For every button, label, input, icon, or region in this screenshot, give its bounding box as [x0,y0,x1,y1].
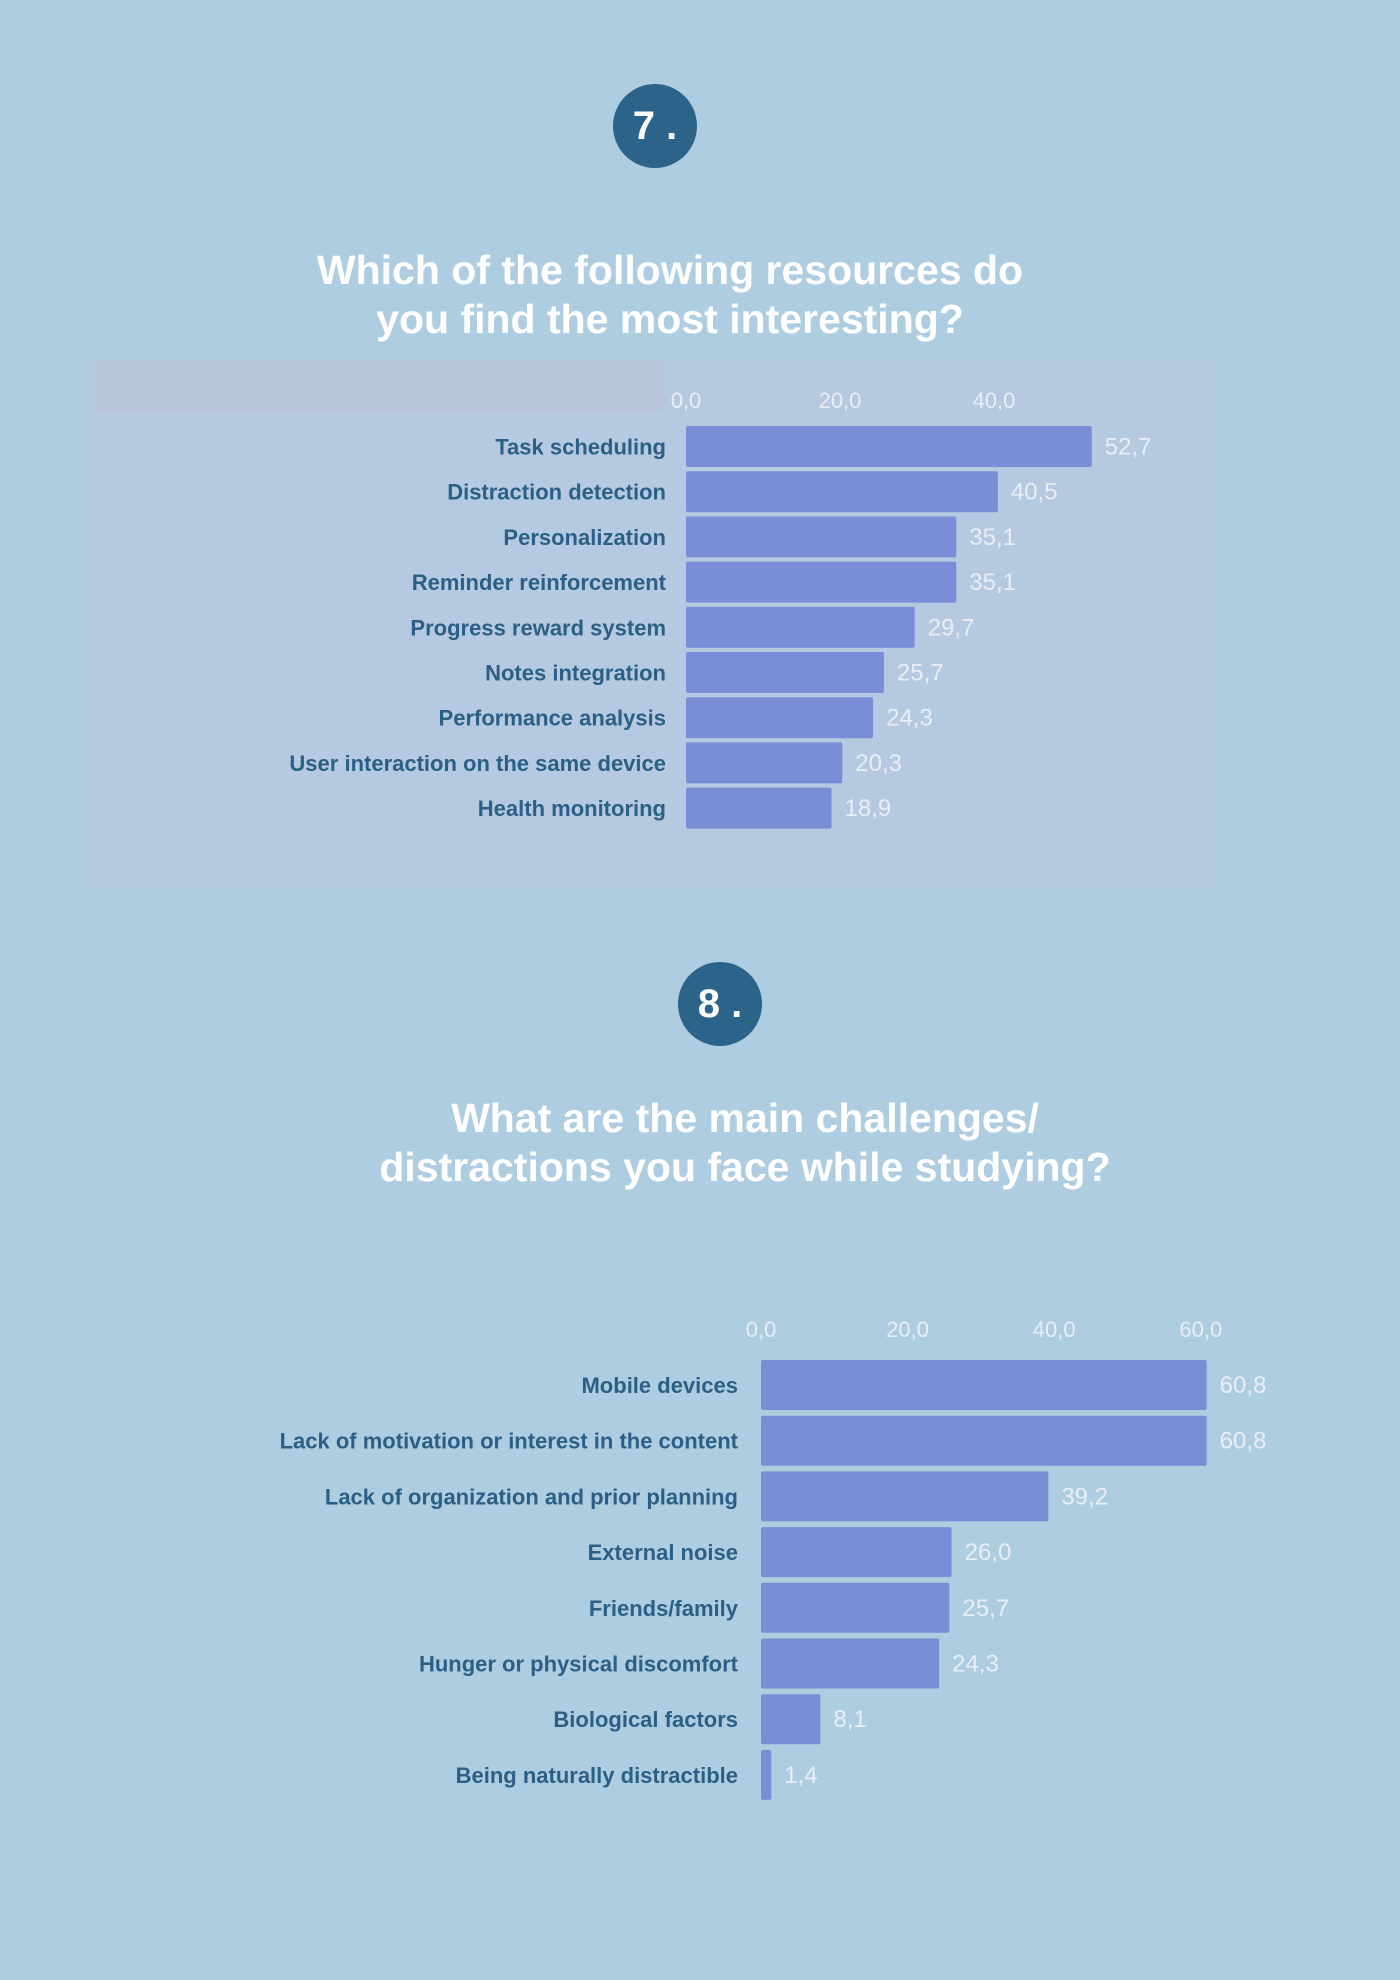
resources-value-label: 24,3 [886,705,933,732]
resources-value-label: 29,7 [928,614,975,641]
challenges-value-label: 25,7 [962,1595,1009,1622]
question-8-title-line-1: What are the main challenges/ [451,1095,1039,1141]
resources-bar-progress-reward-system [686,606,915,648]
resources-value-label: 18,9 [845,795,892,822]
question-7-title-line-1: Which of the following resources do [316,247,1024,293]
resources-tick-label: 0,0 [671,388,702,413]
resources-value-label: 35,1 [969,524,1016,551]
resources-category-label: Health monitoring [478,796,666,821]
challenges-value-label: 60,8 [1220,1428,1267,1455]
resources-value-label: 52,7 [1105,434,1152,461]
question-7-title-line-2: you find the most interesting? [376,296,964,342]
resources-bar-reminder-reinforcement [686,561,957,603]
challenges-category-label: Lack of motivation or interest in the co… [280,1429,739,1454]
challenges-value-label: 26,0 [965,1539,1012,1566]
resources-tick-label: 20,0 [819,388,862,413]
challenges-tick-label: 20,0 [886,1317,929,1342]
resources-category-label: Personalization [503,525,666,550]
challenges-bar-friends-family [761,1582,950,1633]
challenges-bar-biological-factors [761,1694,821,1745]
resources-category-label: Distraction detection [447,480,666,505]
challenges-tick-label: 0,0 [746,1317,777,1342]
chart-7-header-strip [90,360,666,412]
question-7-badge: 7 . [613,84,697,168]
resources-value-label: 40,5 [1011,479,1058,506]
challenges-bar-lack-of-organization-and-prior-planning [761,1471,1049,1522]
challenges-value-label: 8,1 [833,1706,866,1733]
resources-bar-task-scheduling [686,426,1092,467]
challenges-tick-label: 40,0 [1033,1317,1076,1342]
challenges-bar-external-noise [761,1527,952,1578]
challenges-category-label: Biological factors [553,1707,738,1732]
resources-bar-user-interaction-on-the-same-device [686,742,843,784]
challenges-category-label: Lack of organization and prior planning [325,1484,738,1509]
question-8-badge: 8 . [678,962,762,1046]
challenges-bar-mobile-devices [761,1360,1207,1410]
challenges-tick-label: 60,0 [1179,1317,1222,1342]
resources-category-label: Task scheduling [495,435,666,460]
challenges-value-label: 1,4 [784,1762,817,1789]
challenges-category-label: Being naturally distractible [456,1763,738,1788]
resources-bar-personalization [686,516,957,558]
question-7-title: Which of the following resources do you … [200,246,1140,344]
challenges-bar-being-naturally-distractible [761,1749,772,1800]
resources-bar-health-monitoring [686,787,832,829]
challenges-category-label: Friends/family [589,1596,739,1621]
resources-bar-notes-integration [686,652,884,693]
question-8-title: What are the main challenges/ distractio… [260,1094,1230,1192]
challenges-bar-lack-of-motivation-or-interest-in-the-content [761,1415,1207,1466]
resources-category-label: Progress reward system [410,615,666,640]
question-8-title-line-2: distractions you face while studying? [379,1144,1111,1190]
challenges-category-label: External noise [588,1540,738,1565]
resources-bar-distraction-detection [686,471,998,513]
resources-value-label: 20,3 [855,750,902,777]
resources-bar-performance-analysis [686,697,874,739]
resources-category-label: User interaction on the same device [289,751,666,776]
challenges-value-label: 24,3 [952,1651,999,1678]
challenges-category-label: Mobile devices [581,1373,738,1398]
challenges-bar-hunger-or-physical-discomfort [761,1638,940,1689]
resources-category-label: Reminder reinforcement [412,570,667,595]
challenges-value-label: 60,8 [1220,1372,1267,1399]
resources-value-label: 35,1 [969,569,1016,596]
resources-category-label: Performance analysis [439,706,666,731]
challenges-value-label: 39,2 [1061,1483,1108,1510]
resources-category-label: Notes integration [485,661,666,686]
resources-value-label: 25,7 [897,660,944,687]
resources-tick-label: 40,0 [973,388,1016,413]
challenges-category-label: Hunger or physical discomfort [419,1652,739,1677]
